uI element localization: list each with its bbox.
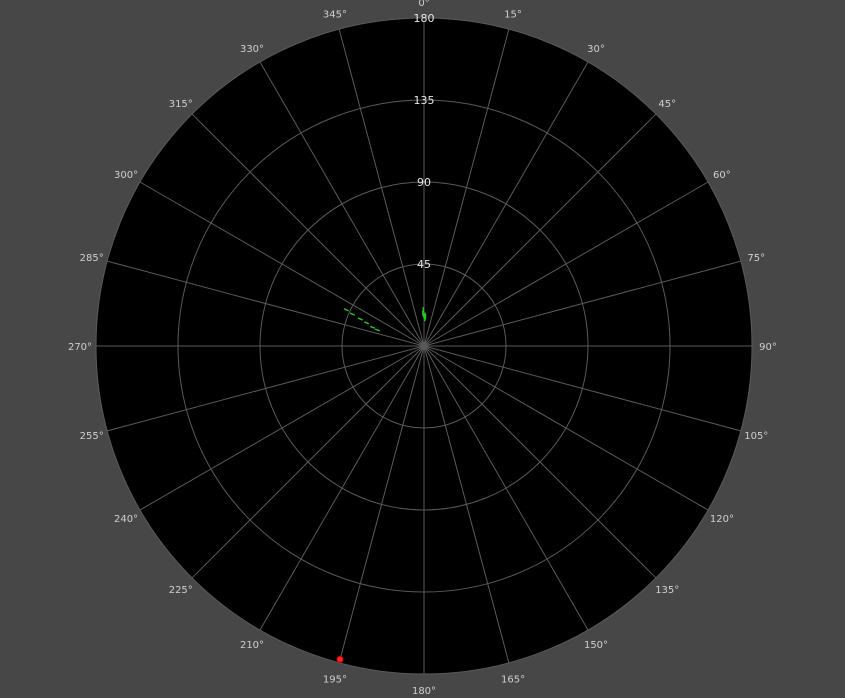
data-point — [357, 317, 363, 321]
grid-spoke — [423, 345, 741, 432]
angle-tick-label: 30° — [587, 44, 605, 55]
angle-tick-label: 315° — [169, 99, 193, 110]
grid-spoke — [423, 345, 510, 663]
grid-spoke — [423, 345, 657, 579]
data-point — [363, 321, 370, 325]
radial-tick-label: 180 — [414, 12, 435, 25]
angle-tick-label: 195° — [323, 674, 347, 685]
data-point — [343, 308, 349, 312]
grid — [95, 17, 753, 675]
grid-spoke — [338, 29, 425, 347]
grid-spoke — [139, 181, 425, 347]
angle-tick-label: 210° — [240, 640, 264, 651]
angle-tick-label: 330° — [240, 44, 264, 55]
data-points — [336, 307, 427, 663]
radial-tick-labels: 45 90 135 180 — [414, 12, 435, 271]
angle-tick-label: 75° — [747, 253, 765, 264]
data-point — [374, 328, 381, 332]
grid-spoke — [259, 61, 425, 347]
angle-tick-label: 255° — [80, 431, 104, 442]
data-point — [336, 655, 344, 663]
grid-spoke — [191, 113, 425, 347]
grid-spoke — [423, 345, 709, 511]
angle-tick-label: 45° — [658, 99, 676, 110]
data-point — [370, 325, 376, 329]
grid-spoke — [423, 181, 709, 347]
angle-tick-label: 150° — [584, 640, 608, 651]
angle-tick-label: 285° — [80, 253, 104, 264]
angle-tick-label: 90° — [759, 342, 777, 353]
grid-spoke — [191, 345, 425, 579]
grid-spoke — [423, 61, 589, 347]
angle-tick-label: 60° — [713, 170, 731, 181]
grid-spoke — [423, 260, 741, 347]
angle-tick-label: 345° — [323, 10, 347, 21]
angle-tick-label: 165° — [501, 674, 525, 685]
angle-tick-labels: 0° 15° 30° 45° 60° 75° 90° 105° 120° 135° 150° 165°… — [68, 0, 777, 697]
grid-spoke — [423, 113, 657, 347]
grid-spoke — [107, 260, 425, 347]
grid-spoke — [259, 345, 425, 631]
radial-tick-label: 45 — [417, 258, 431, 271]
data-point — [349, 312, 355, 316]
angle-tick-label: 270° — [68, 342, 92, 353]
grid-spoke — [423, 29, 510, 347]
angle-tick-label: 300° — [114, 170, 138, 181]
radial-tick-label: 135 — [414, 94, 435, 107]
grid-spoke — [338, 345, 425, 663]
angle-tick-label: 225° — [169, 585, 193, 596]
grid-spoke — [139, 345, 425, 511]
angle-tick-label: 135° — [655, 585, 679, 596]
angle-tick-label: 0° — [418, 0, 429, 9]
angle-tick-label: 120° — [710, 514, 734, 525]
angle-tick-label: 180° — [412, 686, 436, 697]
angle-tick-label: 240° — [114, 514, 138, 525]
angle-tick-label: 105° — [744, 431, 768, 442]
angle-tick-label: 15° — [504, 10, 522, 21]
radial-tick-label: 90 — [417, 176, 431, 189]
grid-spoke — [423, 345, 589, 631]
grid-spoke — [107, 345, 425, 432]
